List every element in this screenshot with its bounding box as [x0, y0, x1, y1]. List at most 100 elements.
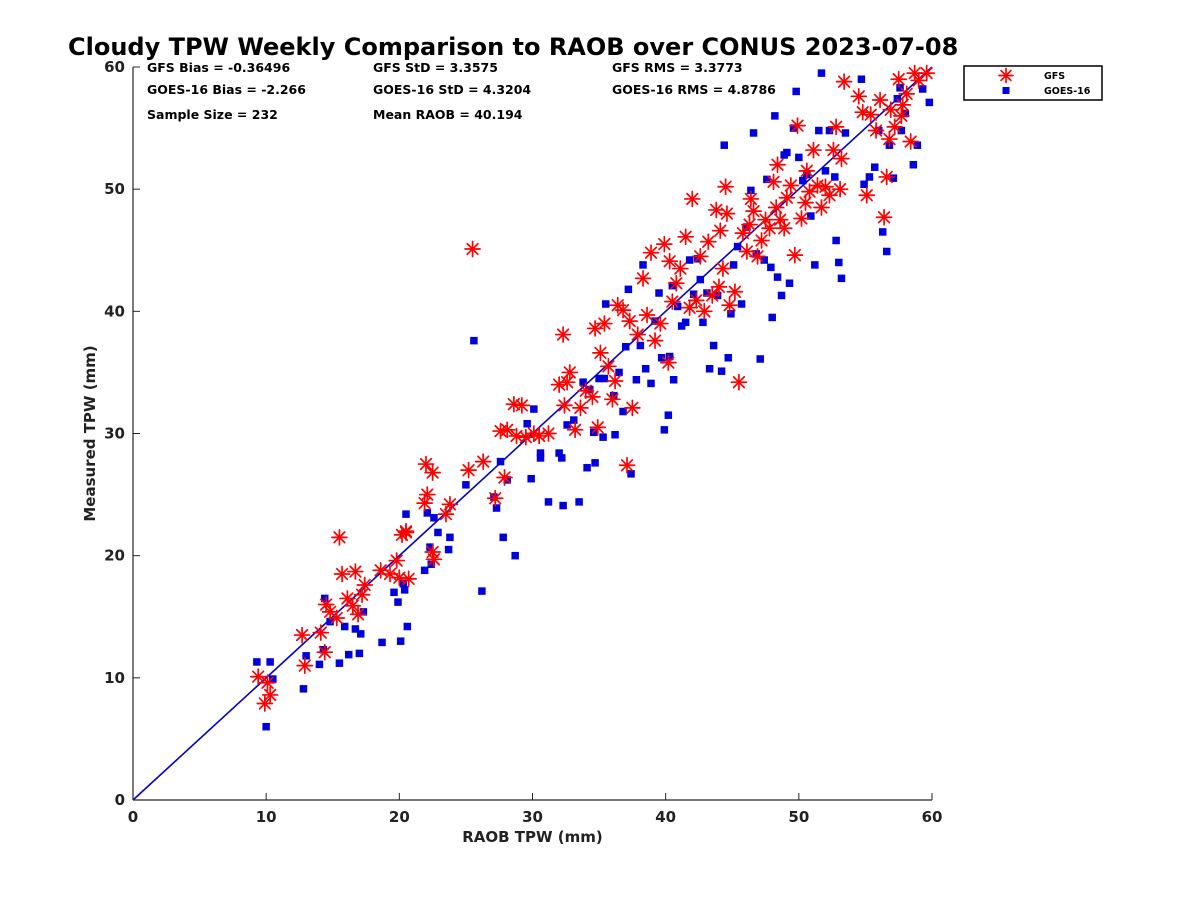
- gfs-point: [333, 565, 351, 583]
- x-tick-label: 20: [389, 808, 410, 826]
- gfs-point: [898, 85, 916, 103]
- gfs-point: [835, 73, 853, 91]
- goes16-point: [792, 87, 800, 96]
- gfs-point: [867, 122, 885, 139]
- goes16-point: [356, 630, 365, 638]
- gfs-point: [663, 293, 681, 310]
- goes16-point: [720, 141, 729, 149]
- gfs-point: [353, 586, 371, 604]
- legend-box: [963, 65, 1103, 101]
- goes16-point: [423, 509, 432, 517]
- gfs-point: [718, 205, 736, 222]
- goes16-point: [269, 675, 277, 683]
- goes16-point: [733, 242, 742, 251]
- goes16-point: [768, 313, 776, 322]
- gfs-point: [862, 106, 880, 123]
- goes16-point: [835, 258, 843, 267]
- gfs-point: [821, 186, 838, 204]
- goes16-point: [857, 75, 866, 83]
- gfs-point: [918, 64, 936, 82]
- y-tick-label: 30: [104, 425, 125, 443]
- y-axis-label: Measured TPW (mm): [81, 345, 99, 521]
- goes16-point: [536, 454, 545, 462]
- goes16-point: [756, 355, 764, 363]
- gfs-point: [761, 219, 778, 237]
- goes16-point: [795, 153, 803, 162]
- gfs-point: [424, 543, 441, 561]
- gfs-point: [584, 388, 601, 406]
- gfs-point: [505, 395, 523, 413]
- x-ticks: 0 10 20 30 40 50 60: [128, 793, 942, 826]
- gfs-point: [651, 315, 669, 332]
- gfs-point: [786, 246, 804, 264]
- goes16-point: [609, 391, 618, 400]
- gfs-point: [566, 421, 584, 439]
- gfs-point: [614, 301, 632, 319]
- gfs-point: [554, 326, 572, 343]
- goes16-point: [253, 658, 261, 666]
- gfs-point: [671, 260, 689, 277]
- gfs-point: [707, 201, 725, 219]
- gfs-point: [347, 563, 364, 580]
- goes16-point: [669, 375, 678, 384]
- gfs-point: [621, 312, 639, 330]
- goes16-point: [889, 174, 898, 182]
- goes16-point: [611, 430, 619, 439]
- goes16-point: [664, 411, 673, 419]
- gfs-point: [699, 233, 717, 251]
- goes16-point: [799, 176, 807, 185]
- gfs-point: [886, 118, 904, 136]
- goes16-point: [763, 175, 771, 184]
- gfs-point: [881, 130, 898, 148]
- x-tick-label: 50: [788, 808, 809, 826]
- gfs-point: [400, 570, 418, 588]
- gfs-point: [540, 425, 557, 442]
- goes16-point: [677, 322, 686, 330]
- gfs-point: [356, 576, 374, 594]
- goes16-point: [655, 289, 663, 297]
- goes16-point: [651, 317, 659, 325]
- gfs-point: [256, 695, 274, 712]
- goes16-point: [599, 433, 607, 441]
- goes16-point: [403, 622, 412, 631]
- gfs-point: [717, 178, 734, 196]
- gfs-point: [486, 489, 504, 507]
- stat-gfs-std: GFS StD = 3.3575: [373, 60, 498, 75]
- goes16-point: [689, 290, 698, 298]
- goes16-point: [544, 498, 553, 506]
- gfs-point: [765, 173, 782, 191]
- gfs-point: [801, 183, 818, 200]
- gfs-point: [655, 235, 673, 253]
- gfs-point: [349, 605, 367, 623]
- goes16-point: [434, 528, 442, 537]
- stat-gfs-rms: GFS RMS = 3.3773: [612, 60, 743, 75]
- gfs-point: [372, 561, 390, 579]
- gfs-point: [388, 552, 406, 569]
- goes16-point: [878, 228, 887, 236]
- goes16-point: [647, 379, 655, 388]
- goes16-point: [785, 279, 794, 287]
- goes16-point: [621, 343, 630, 351]
- gfs-point: [659, 354, 677, 371]
- goes16-point: [641, 365, 650, 373]
- goes16-point: [426, 543, 434, 551]
- gfs-point: [902, 133, 920, 150]
- axes: 0 10 20 30 40 50 60 0 10 20 30 40 50 60: [104, 58, 942, 826]
- goes16-point: [420, 566, 429, 575]
- gfs-point: [775, 219, 793, 237]
- legend-goes-label: GOES-16: [1044, 86, 1091, 97]
- gfs-point: [606, 372, 624, 390]
- goes16-point: [511, 551, 519, 560]
- goes16-point: [760, 256, 768, 264]
- stat-gfs-bias: GFS Bias = -0.36496: [147, 60, 290, 75]
- goes16-point: [359, 608, 368, 616]
- goes16-point: [767, 263, 775, 272]
- goes16-point: [378, 638, 386, 647]
- goes16-point: [601, 300, 610, 308]
- goes16-point: [321, 594, 329, 603]
- goes16-point: [427, 560, 436, 568]
- goes16-point: [747, 186, 755, 195]
- x-axis-label: RAOB TPW (mm): [462, 828, 603, 846]
- gfs-point: [530, 427, 548, 445]
- gfs-point: [328, 609, 346, 627]
